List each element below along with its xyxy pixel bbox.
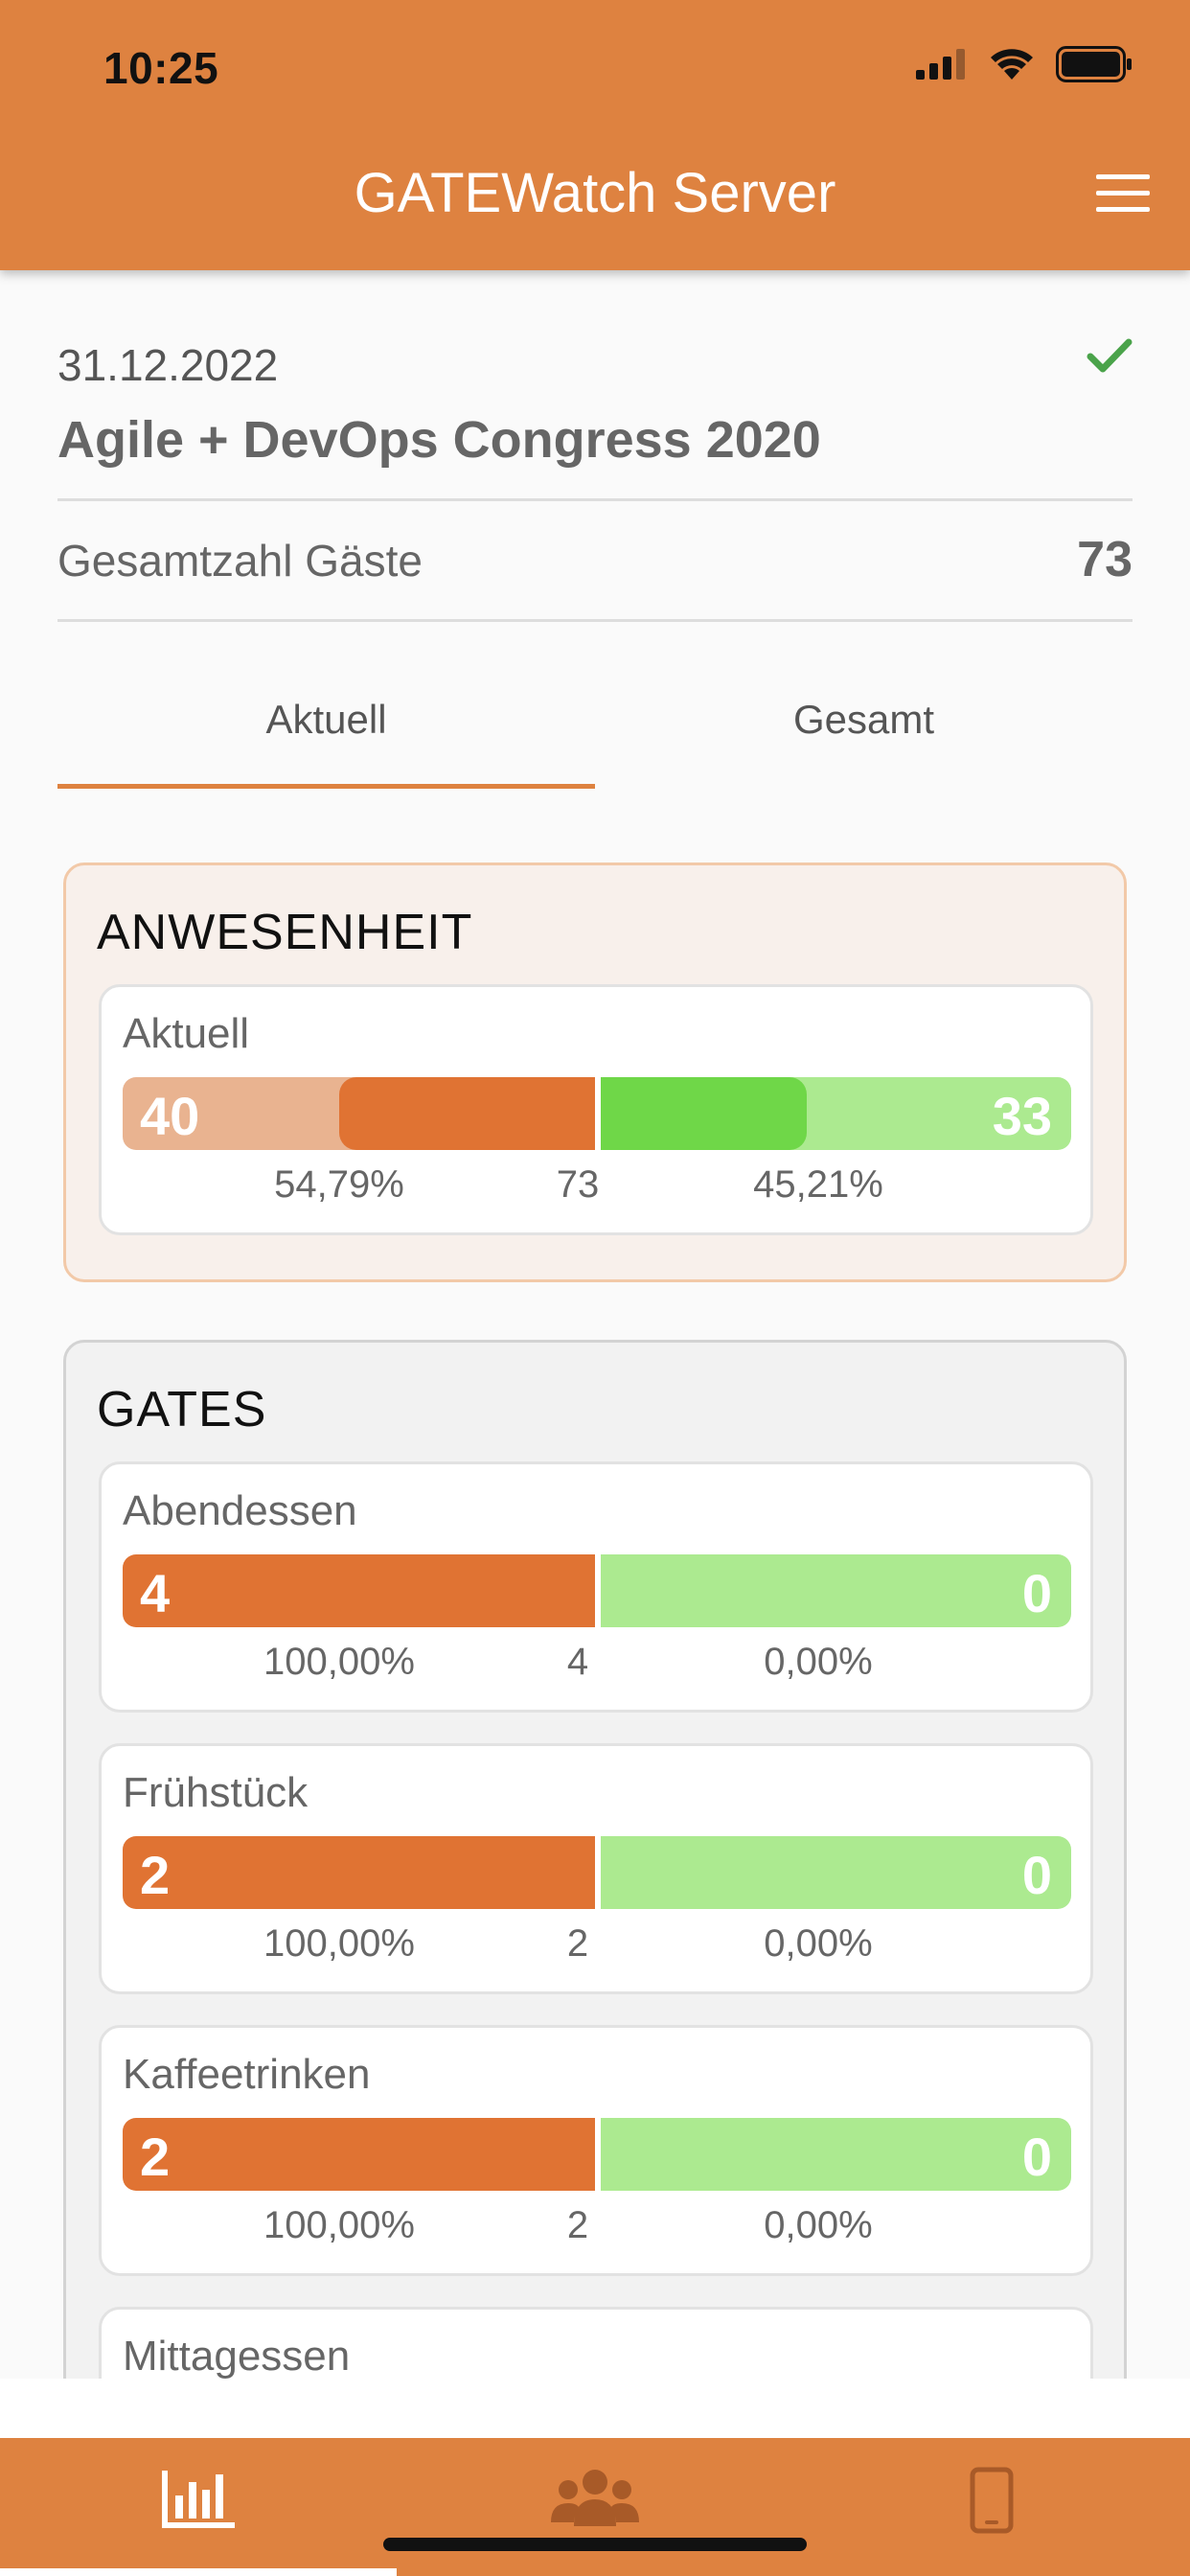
tab-active-indicator <box>57 784 595 789</box>
gate-label: Frühstück <box>123 1769 309 1816</box>
status-time: 10:25 <box>103 43 219 93</box>
gate-label: Kaffeetrinken <box>123 2051 371 2098</box>
users-group-icon <box>551 2470 639 2526</box>
bar-left-value: 2 <box>140 1845 171 1905</box>
left-percent: 100,00% <box>263 2204 415 2246</box>
left-percent: 100,00% <box>263 1641 415 1683</box>
event-name: Agile + DevOps Congress 2020 <box>57 411 821 469</box>
bar-right-segment: 0 <box>601 1554 1071 1627</box>
bar-right-fill <box>601 1077 807 1150</box>
event-date: 31.12.2022 <box>57 340 279 390</box>
nav-guests[interactable] <box>547 2467 643 2543</box>
left-percent: 100,00% <box>263 1922 415 1965</box>
page-title: GATEWatch Server <box>354 162 836 224</box>
total-count: 2 <box>566 1922 589 1965</box>
gate-bar: 2 0 <box>123 1836 1071 1909</box>
main-content: 31.12.2022 Agile + DevOps Congress 2020 … <box>0 270 1190 2379</box>
gates-title: GATES <box>97 1382 267 1438</box>
nav-active-indicator <box>0 2568 397 2576</box>
bottom-navigation <box>0 2438 1190 2576</box>
gate-label: Mittagessen <box>123 2333 351 2379</box>
bar-left-value: 40 <box>140 1086 200 1146</box>
attendance-bar: 40 33 <box>123 1077 1071 1150</box>
gate-card[interactable]: Kaffeetrinken 2 0 100,00% 2 0,00% <box>99 2025 1093 2276</box>
attendance-panel: ANWESENHEIT Aktuell 40 33 54,79% 73 45,2… <box>63 862 1127 1282</box>
nav-devices[interactable] <box>944 2467 1040 2543</box>
card-label: Aktuell <box>123 1010 250 1057</box>
bar-left-segment: 4 <box>123 1554 595 1627</box>
gate-card[interactable]: Frühstück 2 0 100,00% 2 0,00% <box>99 1743 1093 1994</box>
gate-card[interactable]: Mittagessen <box>99 2307 1093 2379</box>
status-icons <box>916 46 1133 82</box>
divider <box>57 498 1133 501</box>
right-percent: 0,00% <box>764 1922 873 1965</box>
bar-right-value: 0 <box>1021 1563 1052 1623</box>
right-percent: 0,00% <box>764 1641 873 1683</box>
divider <box>57 619 1133 622</box>
bar-chart-icon <box>162 2471 235 2528</box>
bar-right-value: 0 <box>1021 1845 1052 1905</box>
battery-icon <box>1056 46 1132 82</box>
gate-bar: 2 0 <box>123 2118 1071 2191</box>
bar-left-segment: 2 <box>123 1836 595 1909</box>
tab-gesamt[interactable]: Gesamt <box>792 697 935 742</box>
attendance-card: Aktuell 40 33 54,79% 73 45,21% <box>99 984 1093 1235</box>
bar-left-fill <box>339 1077 595 1150</box>
bar-right-value: 33 <box>992 1086 1052 1146</box>
gate-card[interactable]: Abendessen 4 0 100,00% 4 0,00% <box>99 1461 1093 1713</box>
menu-icon[interactable] <box>1096 174 1150 217</box>
total-guests-value: 73 <box>1077 532 1133 587</box>
wifi-icon <box>991 49 1033 80</box>
app-header: 10:25 GATEWatch Server <box>0 0 1190 270</box>
left-percent: 54,79% <box>274 1163 404 1206</box>
total-guests-label: Gesamtzahl Gäste <box>57 536 423 586</box>
total-count: 4 <box>566 1641 589 1683</box>
right-percent: 0,00% <box>764 2204 873 2246</box>
bar-right-segment: 0 <box>601 1836 1071 1909</box>
checkmark-icon <box>1087 338 1133 373</box>
home-indicator[interactable] <box>383 2538 807 2551</box>
mobile-device-icon <box>970 2467 1014 2534</box>
nav-statistics[interactable] <box>150 2467 246 2543</box>
bar-right-segment: 0 <box>601 2118 1071 2191</box>
bar-right-value: 0 <box>1021 2127 1052 2187</box>
bar-left-segment: 40 <box>123 1077 595 1150</box>
gate-label: Abendessen <box>123 1487 357 1534</box>
bar-right-segment: 33 <box>601 1077 1071 1150</box>
gate-bar: 4 0 <box>123 1554 1071 1627</box>
signal-icon <box>916 49 965 80</box>
attendance-title: ANWESENHEIT <box>97 905 473 960</box>
total-count: 2 <box>566 2204 589 2246</box>
bar-left-value: 2 <box>140 2127 171 2187</box>
tab-aktuell[interactable]: Aktuell <box>265 697 387 742</box>
bar-left-value: 4 <box>140 1563 171 1623</box>
right-percent: 45,21% <box>753 1163 883 1206</box>
bar-left-segment: 2 <box>123 2118 595 2191</box>
gates-panel: GATES Abendessen 4 0 100,00% 4 0,00% Frü… <box>63 1340 1127 2379</box>
total-count: 73 <box>556 1163 600 1206</box>
